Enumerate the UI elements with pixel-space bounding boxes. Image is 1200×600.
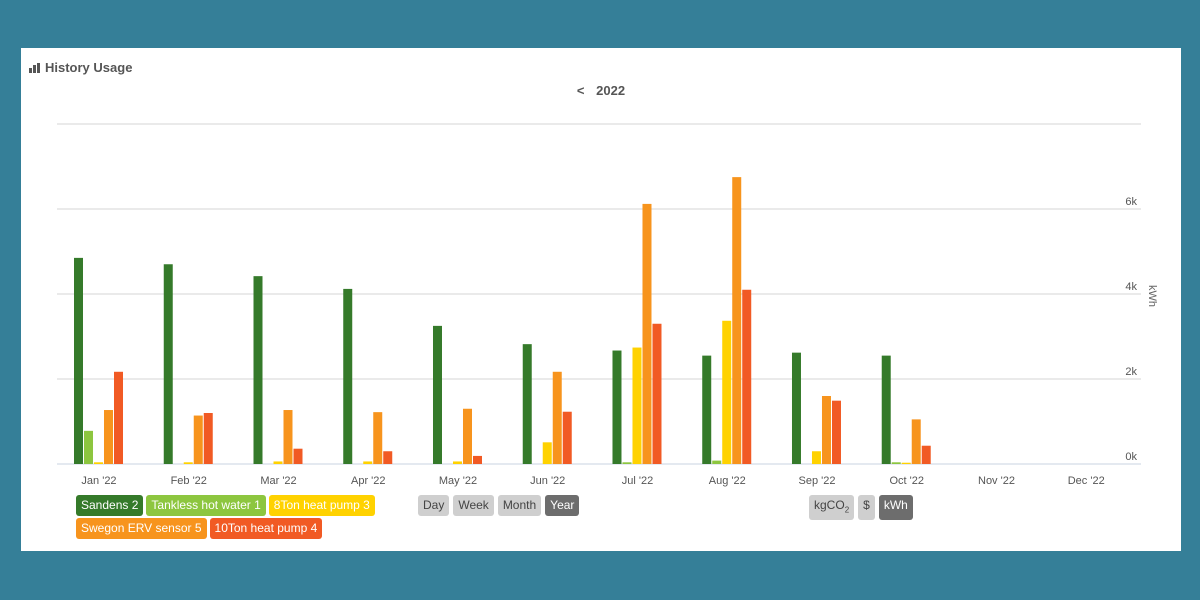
x-tick-label: Jun '22 xyxy=(530,475,565,487)
x-tick-label: Oct '22 xyxy=(889,475,924,487)
bar xyxy=(552,371,562,464)
bar xyxy=(363,461,373,464)
bar xyxy=(183,462,193,464)
bar xyxy=(203,413,213,464)
bar xyxy=(791,352,801,464)
unit-button[interactable]: kWh xyxy=(878,495,913,521)
y-tick-label: 0k xyxy=(1125,451,1137,463)
x-tick-label: Jan '22 xyxy=(81,475,116,487)
bar xyxy=(911,419,921,464)
year-label: 2022 xyxy=(596,83,626,98)
bar xyxy=(253,276,263,464)
y-axis-label: kWh xyxy=(1146,285,1158,307)
bar xyxy=(432,325,442,464)
bar xyxy=(283,410,293,464)
bar xyxy=(94,462,103,464)
bar xyxy=(622,462,632,464)
history-usage-widget: History Usage < 2022 0k 2k 4k 6k kWh Jan '22 F… xyxy=(21,48,1181,551)
time-range-button[interactable]: Year xyxy=(545,495,580,516)
time-range-button[interactable]: Day xyxy=(418,495,450,516)
bar xyxy=(712,460,722,464)
bar xyxy=(373,412,383,464)
x-tick-label: Jul '22 xyxy=(622,475,653,487)
bar xyxy=(881,355,891,464)
bar xyxy=(522,344,532,464)
bar xyxy=(293,448,303,464)
legend-item[interactable]: 8Ton heat pump 3 xyxy=(268,495,375,516)
bar xyxy=(891,462,901,464)
x-tick-label: Sep '22 xyxy=(798,475,835,487)
bar xyxy=(84,430,93,464)
bar xyxy=(742,289,752,464)
time-range-selector: Day Week Month Year xyxy=(418,495,580,516)
bar xyxy=(811,451,821,464)
x-tick-label: Mar '22 xyxy=(260,475,296,487)
legend-item[interactable]: 10Ton heat pump 4 xyxy=(209,518,323,539)
x-tick-label: Apr '22 xyxy=(351,475,386,487)
bar xyxy=(901,462,911,464)
bar xyxy=(632,347,642,464)
unit-button[interactable]: kgCO2 xyxy=(809,495,855,521)
bar xyxy=(343,288,353,464)
bar xyxy=(114,371,123,464)
bar xyxy=(542,442,552,464)
bar xyxy=(722,320,732,464)
x-tick-label: Nov '22 xyxy=(978,475,1015,487)
year-navigation: < 2022 xyxy=(21,83,1181,98)
time-range-button[interactable]: Month xyxy=(497,495,542,516)
bar xyxy=(732,177,742,464)
unit-selector: kgCO2 $ kWh xyxy=(809,495,913,521)
bar xyxy=(472,455,482,464)
bar xyxy=(612,350,622,464)
x-tick-label: Aug '22 xyxy=(709,475,746,487)
time-range-button[interactable]: Week xyxy=(453,495,494,516)
legend-item[interactable]: Swegon ERV sensor 5 xyxy=(76,518,207,539)
bar xyxy=(383,451,393,464)
previous-year-button[interactable]: < xyxy=(576,83,585,98)
bar-chart-icon xyxy=(29,62,40,73)
bar xyxy=(702,355,712,464)
bar xyxy=(821,396,831,464)
bar xyxy=(642,203,652,464)
widget-title: History Usage xyxy=(29,60,132,75)
legend-item[interactable]: Sandens 2 xyxy=(76,495,144,516)
bar xyxy=(273,461,283,464)
x-tick-label: May '22 xyxy=(439,475,477,487)
bar xyxy=(193,415,203,464)
bar xyxy=(462,408,472,464)
legend-item[interactable]: Tankless hot water 1 xyxy=(146,495,266,516)
bar xyxy=(652,323,662,464)
chart-legend: Sandens 2 Tankless hot water 1 8Ton heat p… xyxy=(76,495,396,539)
bar xyxy=(452,461,462,464)
bar xyxy=(104,410,113,464)
widget-title-text: History Usage xyxy=(45,60,133,75)
x-tick-label: Dec '22 xyxy=(1068,475,1105,487)
bar xyxy=(921,445,931,464)
bar xyxy=(831,400,841,464)
bar xyxy=(163,264,173,464)
y-tick-label: 4k xyxy=(1125,281,1137,293)
usage-chart: 0k 2k 4k 6k kWh Jan '22 Feb '22 Mar '22 Apr '22 M… xyxy=(57,123,1158,487)
bar xyxy=(74,257,83,464)
y-tick-label: 2k xyxy=(1125,366,1137,378)
unit-button[interactable]: $ xyxy=(858,495,875,521)
y-tick-label: 6k xyxy=(1125,196,1137,208)
x-tick-label: Feb '22 xyxy=(171,475,207,487)
bar xyxy=(562,411,572,464)
